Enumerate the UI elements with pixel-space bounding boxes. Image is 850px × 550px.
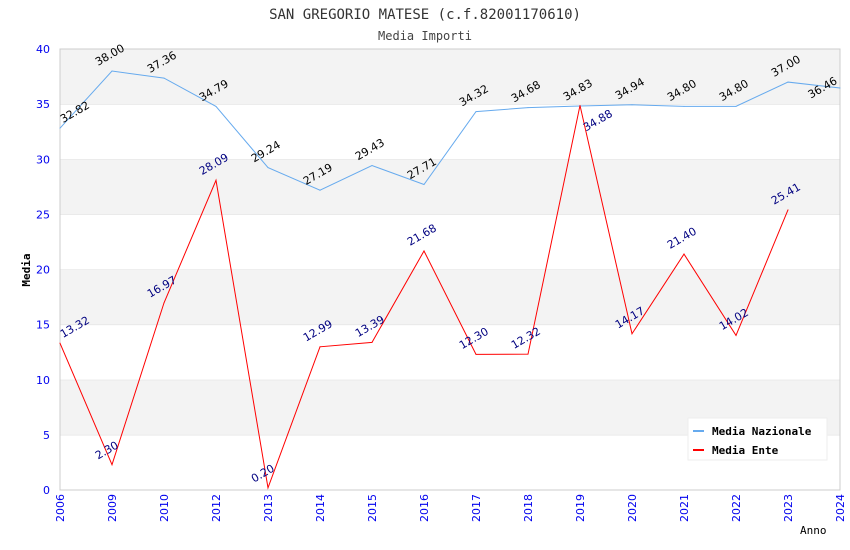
- x-tick-label: 2016: [418, 494, 431, 522]
- data-point: [163, 77, 165, 79]
- x-tick-label: 2022: [730, 494, 743, 522]
- data-point: [371, 341, 373, 343]
- y-tick-label: 35: [36, 98, 50, 111]
- data-point: [683, 253, 685, 255]
- y-tick-label: 30: [36, 153, 50, 166]
- x-tick-label: 2009: [106, 494, 119, 522]
- legend-label-nazionale: Media Nazionale: [712, 425, 812, 438]
- y-tick-label: 25: [36, 208, 50, 221]
- data-point: [475, 111, 477, 113]
- y-tick-label: 20: [36, 264, 50, 277]
- data-point: [787, 81, 789, 83]
- x-tick-label: 2017: [470, 494, 483, 522]
- data-point: [839, 87, 841, 89]
- y-axis-label: Media: [20, 253, 33, 286]
- data-point: [59, 127, 61, 129]
- grid-band: [60, 214, 840, 270]
- data-point: [787, 209, 789, 211]
- x-tick-label: 2023: [782, 494, 795, 522]
- y-tick-label: 5: [43, 429, 50, 442]
- data-point: [267, 167, 269, 169]
- x-tick-label: 2019: [574, 494, 587, 522]
- x-tick-label: 2018: [522, 494, 535, 522]
- x-tick-label: 2006: [54, 494, 67, 522]
- y-tick-label: 15: [36, 319, 50, 332]
- x-tick-label: 2015: [366, 494, 379, 522]
- series-line-nazionale: [59, 70, 841, 191]
- data-point: [163, 302, 165, 304]
- data-point: [59, 342, 61, 344]
- x-tick-label: 2020: [626, 494, 639, 522]
- legend: Media Nazionale Media Ente: [687, 417, 828, 461]
- data-point: [319, 346, 321, 348]
- x-tick-label: 2012: [210, 494, 223, 522]
- data-point: [215, 105, 217, 107]
- data-point: [111, 70, 113, 72]
- x-axis-label: Anno: [800, 524, 827, 537]
- chart-title: SAN GREGORIO MATESE (c.f.82001170610): [269, 7, 581, 23]
- x-tick-label: 2010: [158, 494, 171, 522]
- data-point: [475, 353, 477, 355]
- x-tick-label: 2014: [314, 494, 327, 522]
- chart-subtitle: Media Importi: [378, 29, 472, 43]
- grid-band: [60, 324, 840, 380]
- y-tick-label: 40: [36, 43, 50, 56]
- data-point: [423, 183, 425, 185]
- data-point: [267, 487, 269, 489]
- data-point: [527, 107, 529, 109]
- x-tick-label: 2024: [834, 494, 847, 522]
- legend-label-ente: Media Ente: [712, 444, 779, 457]
- data-point: [631, 333, 633, 335]
- grid-band: [60, 269, 840, 325]
- data-point: [631, 104, 633, 106]
- plot-border: [59, 48, 841, 491]
- data-point: [319, 189, 321, 191]
- data-point: [215, 179, 217, 181]
- y-tick-label: 10: [36, 374, 50, 387]
- y-tick-label: 0: [43, 484, 50, 497]
- data-point: [579, 104, 581, 106]
- grid-band: [60, 49, 840, 105]
- grid-band: [60, 159, 840, 215]
- x-tick-label: 2013: [262, 494, 275, 522]
- data-point: [111, 464, 113, 466]
- data-point: [683, 105, 685, 107]
- data-point: [735, 105, 737, 107]
- x-tick-label: 2021: [678, 494, 691, 522]
- data-point: [371, 165, 373, 167]
- grid-band: [60, 104, 840, 160]
- data-point: [735, 334, 737, 336]
- data-point: [527, 353, 529, 355]
- data-point: [423, 250, 425, 252]
